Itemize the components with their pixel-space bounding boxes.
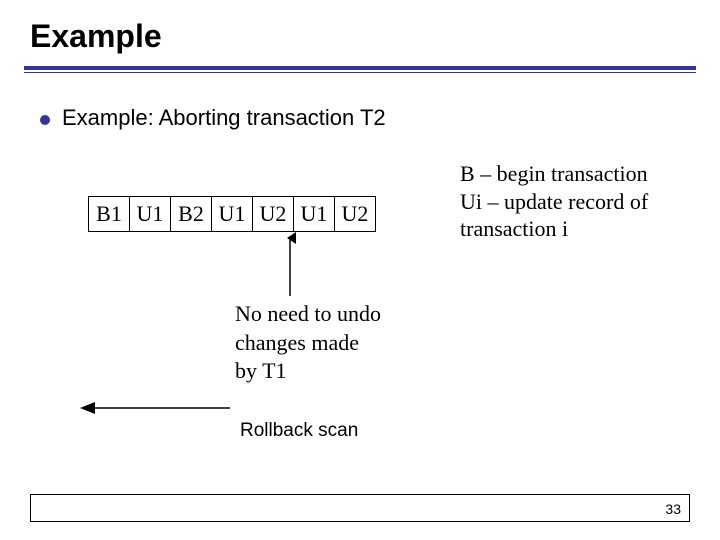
legend-line: B – begin transaction <box>460 161 648 186</box>
log-table: B1 U1 B2 U1 U2 U1 U2 <box>88 196 376 232</box>
footer-box: 33 <box>30 494 690 522</box>
slide-title: Example <box>30 18 162 55</box>
log-cell: U1 <box>130 197 171 232</box>
log-cell: B1 <box>89 197 130 232</box>
title-rule-thick <box>24 66 696 70</box>
bullet-text: Example: Aborting transaction T2 <box>62 105 386 131</box>
log-cell: U1 <box>212 197 253 232</box>
log-cell: U1 <box>294 197 335 232</box>
log-cell: U2 <box>335 197 376 232</box>
table-row: B1 U1 B2 U1 U2 U1 U2 <box>89 197 376 232</box>
slide: Example Example: Aborting transaction T2… <box>0 0 720 540</box>
rollback-label: Rollback scan <box>240 420 358 442</box>
caption-text: No need to undo changes made by T1 <box>235 300 385 386</box>
bullet-icon <box>40 115 50 125</box>
legend-line: Ui – update record of transaction i <box>460 189 648 242</box>
log-cell: U2 <box>253 197 294 232</box>
legend-text: B – begin transaction Ui – update record… <box>460 160 680 243</box>
title-rule-thin <box>24 72 696 73</box>
log-cell: B2 <box>171 197 212 232</box>
arrows-overlay <box>0 0 720 540</box>
page-number: 33 <box>665 501 681 517</box>
